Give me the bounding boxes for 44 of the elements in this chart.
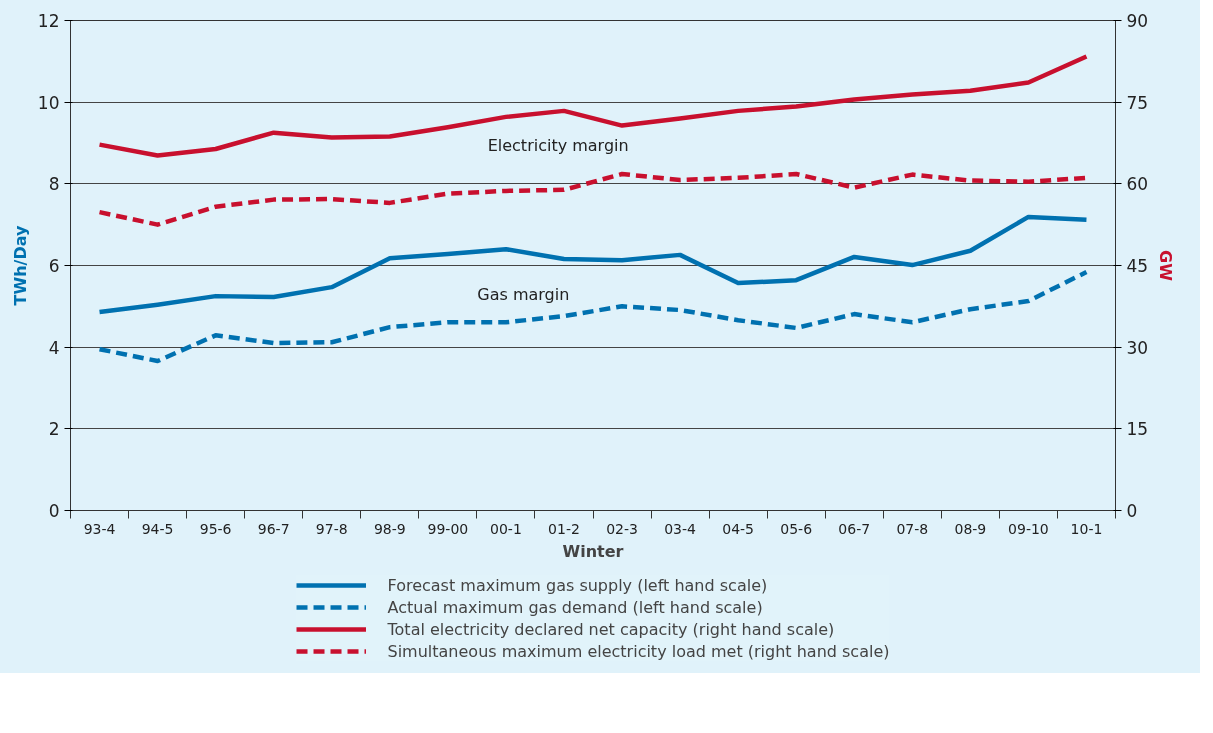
x-tick-label: 96-7: [257, 520, 290, 537]
legend-label: Simultaneous maximum electricity load met (right hand scale): [387, 641, 890, 661]
y2-tick-label: 60: [1126, 174, 1149, 195]
y2-tick-label: 30: [1126, 337, 1149, 358]
x-tick-label: 08-9: [954, 520, 987, 537]
x-tick-label: 09-10: [1008, 520, 1049, 537]
x-tick-label: 99-00: [427, 520, 469, 537]
x-tick-label: 07-8: [896, 520, 929, 537]
y2-tick-label: 0: [1126, 501, 1138, 521]
x-tick-label: 00-1: [490, 520, 522, 537]
x-tick-label: 95-6: [199, 520, 232, 537]
y-tick-label: 8: [48, 174, 60, 195]
x-axis-title: Winter: [562, 541, 624, 561]
y-tick-label: 4: [48, 337, 60, 358]
x-tick-label: 02-3: [606, 520, 638, 537]
y2-tick-label: 75: [1126, 92, 1149, 113]
y-tick-label: 0: [48, 501, 60, 521]
y2-axis-title: GW: [1156, 250, 1176, 282]
y-axis-title: TWh/Day: [10, 225, 30, 306]
x-tick-label: 06-7: [838, 520, 871, 537]
x-tick-label: 93-4: [83, 520, 116, 537]
x-tick-label: 94-5: [141, 520, 174, 537]
annotation: Gas margin: [477, 284, 570, 304]
y2-tick-label: 90: [1126, 11, 1149, 31]
y-tick-label: 12: [37, 11, 60, 31]
legend-label: Total electricity declared net capacity (right hand scale): [387, 619, 835, 639]
y2-tick-label: 45: [1126, 256, 1149, 276]
y2-tick-label: 15: [1126, 419, 1149, 440]
x-tick-label: 04-5: [722, 520, 755, 537]
x-tick-label: 03-4: [664, 520, 697, 537]
x-tick-label: 01-2: [548, 520, 580, 537]
x-tick-label: 05-6: [780, 520, 813, 537]
x-tick-label: 10-1: [1070, 520, 1103, 537]
x-tick-label: 97-8: [315, 520, 348, 537]
legend-label: Actual maximum gas demand (left hand scale): [387, 597, 763, 617]
x-tick-label: 98-9: [373, 520, 406, 537]
y-tick-label: 6: [48, 256, 60, 276]
line-series: [97, 269, 1089, 364]
legend-label: Forecast maximum gas supply (left hand scale): [387, 575, 768, 595]
line-series: [97, 214, 1089, 315]
y-tick-label: 10: [37, 92, 60, 113]
line-series: [97, 54, 1089, 158]
y-tick-label: 2: [48, 419, 60, 440]
annotation: Electricity margin: [487, 135, 629, 155]
